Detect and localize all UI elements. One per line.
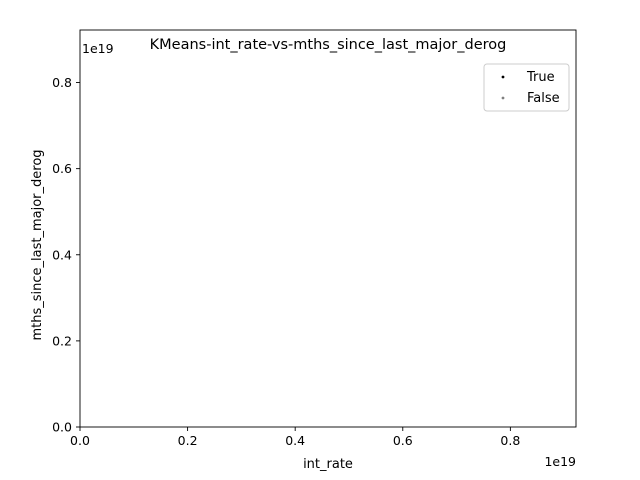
x-tick-label: 0.6 xyxy=(393,433,413,448)
x-tick-label: 0.0 xyxy=(70,433,90,448)
plot-frame xyxy=(79,29,577,428)
legend-marker-true xyxy=(501,75,505,79)
x-axis-ticks: 0.0 0.2 0.4 0.6 0.8 xyxy=(70,427,520,448)
chart-title: KMeans-int_rate-vs-mths_since_last_major… xyxy=(150,37,507,53)
legend-label-false: False xyxy=(527,91,560,106)
y-tick-label: 0.6 xyxy=(52,161,72,176)
x-tick-label: 0.4 xyxy=(285,433,305,448)
y-axis-label: mths_since_last_major_derog xyxy=(30,149,45,340)
y-tick-label: 0.0 xyxy=(52,420,72,435)
y-axis-ticks: 0.0 0.2 0.4 0.6 0.8 xyxy=(52,75,80,435)
y-tick-label: 0.4 xyxy=(52,247,72,262)
y-offset-label: 1e19 xyxy=(82,41,114,56)
x-offset-label: 1e19 xyxy=(544,454,576,469)
legend-label-true: True xyxy=(526,70,555,85)
x-axis-label: int_rate xyxy=(303,457,353,472)
legend: True False xyxy=(483,63,570,112)
y-tick-label: 0.2 xyxy=(52,333,72,348)
legend-box xyxy=(483,63,570,112)
y-tick-label: 0.8 xyxy=(52,75,72,90)
x-tick-label: 0.2 xyxy=(178,433,198,448)
legend-marker-false xyxy=(501,96,505,100)
x-tick-label: 0.8 xyxy=(500,433,520,448)
